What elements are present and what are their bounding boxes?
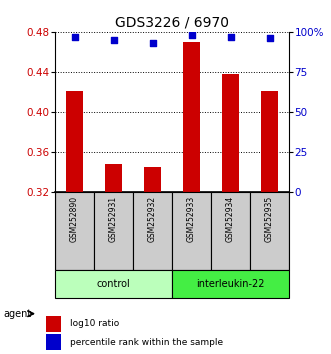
- Bar: [144, 167, 161, 192]
- Bar: [55, 270, 172, 298]
- Bar: [133, 192, 172, 270]
- Text: GSM252933: GSM252933: [187, 196, 196, 242]
- Bar: [183, 42, 200, 192]
- Text: percentile rank within the sample: percentile rank within the sample: [70, 338, 223, 347]
- Bar: [211, 192, 250, 270]
- Bar: [94, 192, 133, 270]
- Point: [267, 35, 272, 41]
- Point: [228, 34, 233, 40]
- Bar: [261, 91, 278, 192]
- Text: agent: agent: [3, 309, 31, 319]
- Bar: [55, 192, 94, 270]
- Bar: [46, 335, 61, 350]
- Point: [189, 32, 194, 38]
- Text: GSM252935: GSM252935: [265, 196, 274, 242]
- Point: [150, 40, 155, 46]
- Point: [111, 37, 116, 43]
- Text: control: control: [97, 279, 130, 289]
- Text: GSM252890: GSM252890: [70, 196, 79, 242]
- Title: GDS3226 / 6970: GDS3226 / 6970: [115, 16, 229, 29]
- Text: GSM252931: GSM252931: [109, 196, 118, 242]
- Bar: [250, 192, 289, 270]
- Point: [72, 34, 77, 40]
- Bar: [66, 91, 83, 192]
- Text: interleukin-22: interleukin-22: [196, 279, 265, 289]
- Text: GSM252934: GSM252934: [226, 196, 235, 242]
- Bar: [172, 192, 211, 270]
- Text: log10 ratio: log10 ratio: [70, 319, 119, 328]
- Bar: [46, 316, 61, 332]
- Bar: [172, 270, 289, 298]
- Text: GSM252932: GSM252932: [148, 196, 157, 242]
- Bar: [105, 164, 122, 192]
- Bar: [222, 74, 239, 192]
